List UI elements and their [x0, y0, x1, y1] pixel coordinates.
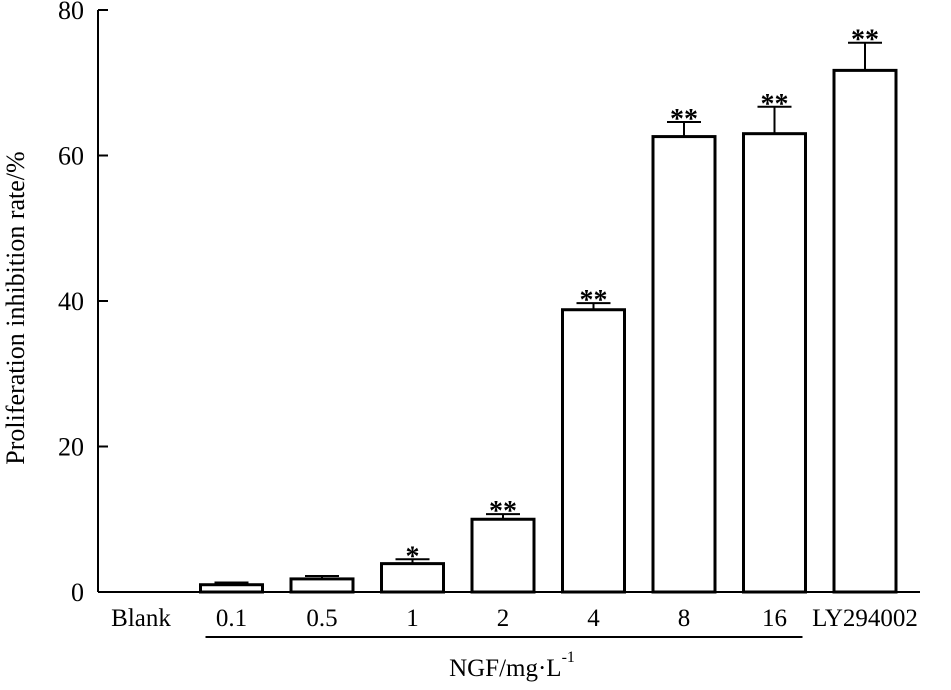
x-tick-label: LY294002	[812, 605, 918, 632]
y-axis-label: Proliferation inhibition rate/%	[1, 151, 30, 464]
x-tick-label: 0.5	[306, 605, 337, 632]
y-tick-label: 0	[71, 578, 84, 607]
significance-markers: ******* ****	[406, 25, 880, 573]
bar	[470, 517, 536, 594]
bar	[832, 68, 898, 594]
bars	[199, 41, 898, 594]
bar	[561, 308, 626, 594]
x-tick-label: 1	[406, 605, 419, 632]
x-tick-label: 2	[497, 605, 510, 632]
significance-label: **	[580, 285, 608, 316]
x-tick-label: 4	[587, 605, 600, 632]
significance-label: *	[406, 541, 420, 572]
bar	[380, 562, 445, 594]
x-tick-label: 0.1	[216, 605, 247, 632]
x-tick-label: Blank	[111, 605, 171, 632]
significance-label: **	[670, 104, 698, 135]
x-axis-label: NGF/mg·L-1	[449, 649, 575, 682]
y-tick-label: 20	[58, 433, 84, 462]
bar	[742, 132, 807, 594]
significance-label: **	[489, 496, 517, 527]
y-axis-ticks: 0 20 40 60 80	[58, 0, 108, 607]
x-tick-label: 8	[678, 605, 691, 632]
x-axis-ticks: Blank 0.1 0.5 1 2 4 8 16 LY294002	[111, 605, 918, 632]
x-tick-label: 16	[762, 605, 787, 632]
bar	[199, 583, 264, 594]
bar	[289, 577, 355, 594]
y-tick-label: 80	[58, 0, 84, 25]
y-tick-label: 60	[58, 142, 84, 171]
significance-label: **	[851, 25, 879, 56]
significance-label: **	[761, 89, 789, 120]
bar	[651, 135, 717, 594]
y-tick-label: 40	[58, 287, 84, 316]
